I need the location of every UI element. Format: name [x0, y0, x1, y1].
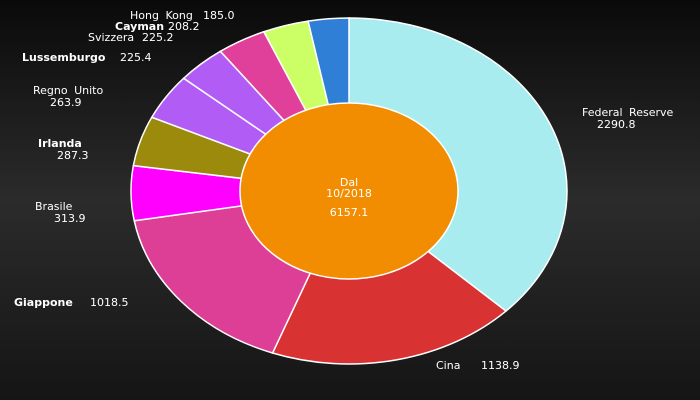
category-label: Irlanda: [38, 137, 82, 150]
value-label: 263.9: [50, 96, 82, 109]
value-label: 1018.5: [90, 296, 129, 309]
center-label: Dal: [340, 176, 358, 189]
value-label: 1138.9: [481, 359, 520, 372]
category-label: Hong Kong: [130, 9, 193, 22]
category-label: Svizzera: [88, 31, 134, 44]
category-label: Brasile: [35, 200, 73, 213]
value-label: 185.0: [203, 9, 235, 22]
donut: [130, 17, 568, 365]
category-label: Cina: [436, 359, 460, 372]
category-label: Giappone: [14, 296, 73, 309]
value-label: 225.4: [120, 51, 152, 64]
category-label: Federal Reserve: [582, 106, 674, 119]
value-label: 2290.8: [597, 118, 636, 131]
value-label: 225.2: [142, 31, 174, 44]
category-label: Regno Unito: [33, 84, 103, 97]
center-label: 10/2018: [326, 187, 372, 200]
value-label: 287.3: [57, 149, 89, 162]
value-label: 313.9: [54, 212, 86, 225]
category-label: Lussemburgo: [22, 51, 106, 64]
slice: [348, 17, 568, 313]
value-label: 208.2: [168, 20, 200, 33]
category-label: Cayman: [115, 20, 164, 33]
center-total: 6157.1: [330, 206, 369, 219]
center-disc: [239, 102, 459, 280]
